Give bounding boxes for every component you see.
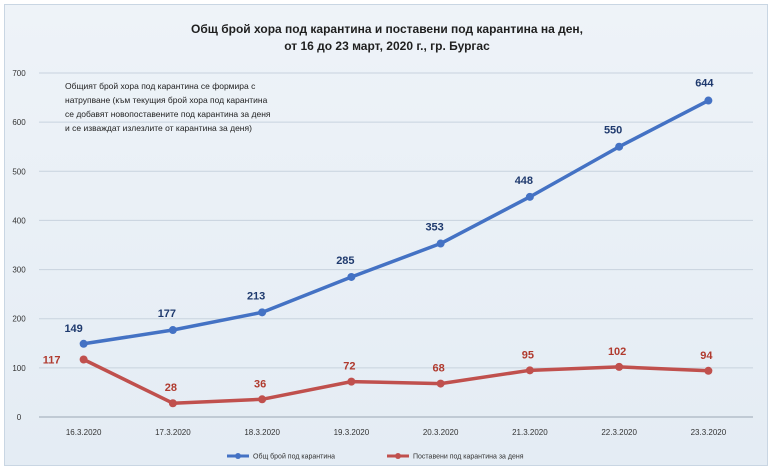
x-tick-label: 22.3.2020 — [601, 428, 637, 437]
y-tick-label: 300 — [12, 266, 26, 275]
data-label: 177 — [158, 308, 176, 320]
chart-figure: 0 100 200 300 400 500 600 700 16.3.2020 17.3.2020… — [4, 4, 768, 466]
data-point — [615, 142, 624, 151]
data-point — [436, 379, 445, 388]
line-chart: 0 100 200 300 400 500 600 700 16.3.2020 17.3.2020… — [12, 22, 753, 461]
legend-entry: Поставени под карантина за деня — [413, 454, 524, 461]
chart-title-line: Общ брой хора под карантина и поставени … — [191, 22, 583, 36]
data-label: 149 — [64, 323, 82, 335]
x-tick-label: 19.3.2020 — [334, 428, 370, 437]
data-label: 72 — [343, 361, 355, 373]
x-tick-label: 16.3.2020 — [66, 428, 102, 437]
data-label: 285 — [336, 255, 354, 267]
data-label: 448 — [515, 175, 533, 187]
data-point — [258, 395, 267, 404]
annotation-line: Общият брой хора под карантина се формир… — [65, 81, 256, 91]
annotation-line: се добавят новопоставените под карантина… — [65, 109, 271, 119]
y-tick-label: 0 — [17, 413, 22, 422]
data-label: 353 — [425, 222, 443, 234]
legend-swatch-marker — [235, 453, 241, 459]
chart-title-line: от 16 до 23 март, 2020 г., гр. Бургас — [284, 39, 490, 53]
y-tick-label: 100 — [12, 364, 26, 373]
x-tick-label: 20.3.2020 — [423, 428, 459, 437]
legend-swatch-marker — [395, 453, 401, 459]
data-label: 117 — [43, 355, 61, 367]
data-point — [436, 239, 445, 248]
annotation-line: и се изваждат излезлите от карантина за … — [65, 123, 252, 133]
data-point — [704, 366, 713, 375]
legend-entry: Общ брой под карантина — [253, 453, 335, 461]
data-label: 28 — [165, 382, 177, 394]
data-label: 36 — [254, 378, 266, 390]
x-tick-label: 21.3.2020 — [512, 428, 548, 437]
data-point — [347, 377, 356, 386]
data-label: 68 — [433, 363, 445, 375]
data-point — [704, 96, 713, 105]
data-label: 550 — [604, 125, 622, 137]
annotation-line: натрупване (към текущия брой хора под ка… — [65, 95, 268, 105]
series-line — [81, 98, 711, 346]
data-label: 95 — [522, 349, 534, 361]
data-label: 102 — [608, 346, 626, 358]
y-tick-label: 600 — [12, 118, 26, 127]
series-line — [81, 357, 711, 405]
data-point — [79, 355, 88, 364]
y-tick-label: 200 — [12, 315, 26, 324]
y-tick-label: 400 — [12, 216, 26, 225]
data-point — [525, 366, 534, 375]
data-point — [258, 308, 267, 317]
data-label: 644 — [695, 78, 714, 90]
x-tick-label: 18.3.2020 — [244, 428, 280, 437]
data-point — [168, 399, 177, 408]
data-label: 213 — [247, 290, 265, 302]
data-point — [168, 326, 177, 335]
x-tick-label: 17.3.2020 — [155, 428, 191, 437]
y-tick-label: 700 — [12, 69, 26, 78]
data-label: 94 — [700, 350, 713, 362]
data-point — [79, 339, 88, 348]
x-tick-label: 23.3.2020 — [691, 428, 727, 437]
y-tick-label: 500 — [12, 167, 26, 176]
data-point — [525, 192, 534, 201]
data-point — [347, 272, 356, 281]
data-point — [615, 362, 624, 371]
